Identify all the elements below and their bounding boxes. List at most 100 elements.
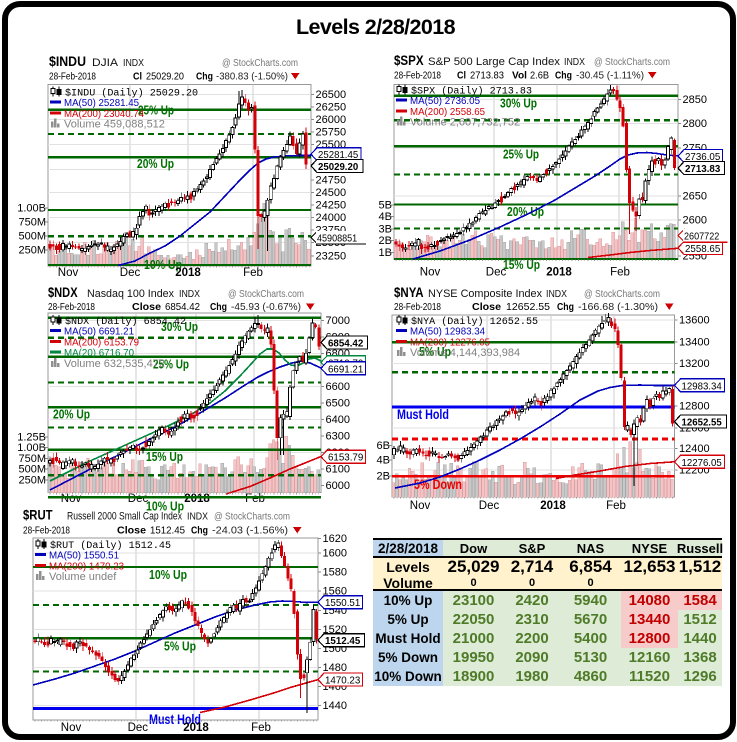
svg-text:10% Up: 10% Up	[146, 500, 184, 514]
svg-text:13200: 13200	[679, 358, 710, 370]
svg-text:2B: 2B	[377, 471, 390, 483]
svg-text:-166.68 (-1.30%): -166.68 (-1.30%)	[578, 301, 658, 313]
svg-text:2018: 2018	[546, 267, 572, 279]
svg-text:1580: 1580	[323, 566, 347, 578]
svg-text:24250: 24250	[316, 200, 347, 212]
svg-text:2607722: 2607722	[684, 231, 719, 243]
svg-text:-380.83 (-1.50%): -380.83 (-1.50%)	[216, 71, 288, 83]
svg-text:5% Up: 5% Up	[164, 640, 196, 654]
svg-text:Chg: Chg	[557, 301, 574, 313]
svg-text:6400: 6400	[326, 414, 350, 426]
svg-text:$SPX (Daily) 2713.83: $SPX (Daily) 2713.83	[411, 86, 532, 98]
svg-text:Dec: Dec	[479, 500, 500, 512]
svg-text:28-Feb-2018: 28-Feb-2018	[23, 525, 70, 537]
svg-text:24500: 24500	[316, 187, 347, 199]
svg-text:1470.23: 1470.23	[325, 675, 360, 687]
svg-text:MA(200) 12276.05: MA(200) 12276.05	[410, 336, 490, 348]
svg-text:MA(50) 2736.05: MA(50) 2736.05	[410, 95, 480, 107]
svg-text:NYSE Composite Index: NYSE Composite Index	[428, 288, 542, 300]
svg-text:Vol: Vol	[512, 70, 527, 82]
svg-text:-45.93 (-0.67%): -45.93 (-0.67%)	[231, 301, 301, 313]
svg-text:6300: 6300	[326, 430, 350, 442]
svg-text:Cl: Cl	[133, 71, 142, 83]
svg-text:INDX: INDX	[187, 512, 208, 523]
svg-text:10% Up: 10% Up	[149, 568, 187, 582]
svg-text:Nov: Nov	[410, 500, 431, 512]
svg-text:Close: Close	[472, 301, 501, 313]
svg-text:7000: 7000	[326, 315, 350, 327]
svg-text:MA(200) 23040.74: MA(200) 23040.74	[64, 108, 144, 120]
svg-text:10% Up: 10% Up	[144, 258, 182, 272]
svg-text:1440: 1440	[323, 700, 347, 712]
svg-text:MA(50) 1550.51: MA(50) 1550.51	[49, 550, 119, 562]
svg-text:24000: 24000	[316, 212, 347, 224]
svg-text:$RUT (Daily) 1512.45: $RUT (Daily) 1512.45	[50, 540, 171, 552]
svg-text:Feb: Feb	[243, 267, 263, 279]
svg-text:Close: Close	[132, 301, 161, 313]
svg-text:Dec: Dec	[128, 493, 149, 505]
svg-text:2800: 2800	[683, 118, 707, 130]
svg-text:@ StockCharts.com: @ StockCharts.com	[214, 511, 290, 523]
svg-text:@ StockCharts.com: @ StockCharts.com	[594, 56, 670, 68]
svg-text:12800: 12800	[679, 401, 710, 413]
svg-text:$NYA: $NYA	[394, 284, 424, 300]
svg-text:@ StockCharts.com: @ StockCharts.com	[222, 57, 298, 69]
svg-text:6691.21: 6691.21	[328, 363, 363, 375]
svg-text:Chg: Chg	[196, 71, 213, 83]
svg-text:1.00B: 1.00B	[17, 442, 46, 454]
svg-text:4B: 4B	[379, 211, 392, 223]
svg-text:6500: 6500	[326, 397, 350, 409]
svg-text:Dec: Dec	[120, 267, 141, 279]
svg-text:MA(200) 1470.23: MA(200) 1470.23	[49, 560, 124, 572]
svg-text:Volume 4,144,393,984: Volume 4,144,393,984	[410, 347, 520, 359]
svg-text:26500: 26500	[316, 89, 347, 101]
svg-text:$RUT: $RUT	[23, 507, 53, 523]
svg-text:Feb: Feb	[251, 722, 271, 734]
svg-text:28-Feb-2018: 28-Feb-2018	[394, 301, 441, 313]
svg-text:$INDU: $INDU	[49, 53, 86, 69]
svg-text:28-Feb-2018: 28-Feb-2018	[48, 301, 95, 313]
svg-text:25750: 25750	[316, 127, 347, 139]
svg-text:2650: 2650	[683, 191, 707, 203]
svg-text:6854.42: 6854.42	[328, 338, 363, 350]
svg-text:25% Up: 25% Up	[138, 104, 174, 118]
svg-text:6600: 6600	[326, 381, 350, 393]
svg-text:2018: 2018	[175, 267, 201, 279]
svg-text:26000: 26000	[316, 114, 347, 126]
svg-text:INDX: INDX	[546, 289, 567, 300]
svg-text:MA(200) 6153.79: MA(200) 6153.79	[64, 336, 139, 348]
svg-text:Nasdaq 100 Index: Nasdaq 100 Index	[87, 288, 174, 300]
svg-text:Volume 2,607,732,752: Volume 2,607,732,752	[410, 117, 520, 129]
svg-text:12400: 12400	[679, 443, 710, 455]
svg-text:12652.55: 12652.55	[506, 301, 550, 313]
svg-text:30% Up: 30% Up	[161, 320, 198, 334]
svg-text:6000: 6000	[326, 480, 350, 492]
svg-text:Nov: Nov	[61, 493, 82, 505]
svg-text:12652.55: 12652.55	[682, 417, 722, 429]
svg-text:@ StockCharts.com: @ StockCharts.com	[584, 288, 660, 300]
svg-text:Chg: Chg	[191, 525, 208, 537]
svg-text:15% Up: 15% Up	[146, 450, 183, 464]
svg-text:1.25B: 1.25B	[17, 432, 46, 444]
svg-text:2713.83: 2713.83	[685, 163, 720, 175]
svg-text:Close: Close	[117, 525, 146, 537]
svg-text:Volume 459,088,512: Volume 459,088,512	[64, 119, 165, 131]
svg-text:24750: 24750	[316, 175, 347, 187]
svg-text:20% Up: 20% Up	[507, 205, 544, 219]
svg-text:20% Up: 20% Up	[53, 408, 90, 422]
svg-text:Must Hold: Must Hold	[397, 407, 449, 422]
svg-text:MA(50) 12983.34: MA(50) 12983.34	[410, 326, 485, 338]
svg-text:5B: 5B	[379, 200, 392, 212]
svg-text:500M: 500M	[18, 231, 46, 243]
svg-text:13600: 13600	[679, 314, 710, 326]
svg-text:1512.45: 1512.45	[325, 635, 360, 647]
svg-text:5% Up: 5% Up	[419, 345, 451, 359]
svg-text:$NDX: $NDX	[48, 284, 78, 300]
svg-text:Nov: Nov	[61, 722, 82, 734]
svg-text:5% Down: 5% Down	[414, 477, 462, 492]
svg-text:25% Up: 25% Up	[503, 148, 539, 162]
svg-text:1560: 1560	[323, 585, 347, 597]
svg-text:15% Up: 15% Up	[503, 258, 540, 272]
svg-text:3B: 3B	[379, 224, 392, 236]
svg-text:750M: 750M	[18, 453, 46, 465]
